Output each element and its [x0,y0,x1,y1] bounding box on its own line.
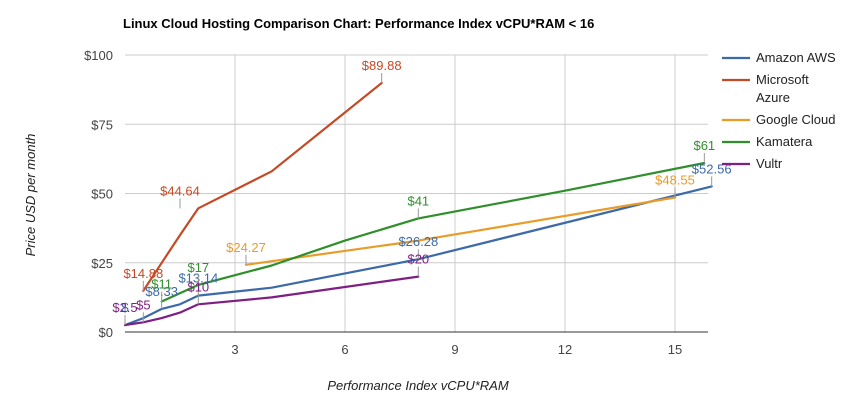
series-line-microsoft-azure [142,81,383,292]
data-labels: $$8.33$13.14$26.28$52.56$14.88$44.64$89.… [112,58,732,326]
y-tick-label: $50 [91,187,113,202]
legend-label: Amazon AWS [756,50,836,65]
data-label: $17 [187,260,209,275]
x-tick-label: 6 [341,342,348,357]
data-label: $52.56 [692,161,732,176]
legend-label: Kamatera [756,134,813,149]
data-label: $20 [407,252,429,267]
data-label: $48.55 [655,173,695,188]
y-tick-label: $100 [84,48,113,63]
x-tick-label: 3 [231,342,238,357]
data-label: $8.33 [145,284,178,299]
data-label: $2.5 [112,300,137,315]
data-label: $10 [187,279,209,294]
data-label: $26.28 [398,234,438,249]
y-axis-title: Price USD per month [23,134,38,257]
grid-lines [125,54,708,333]
x-tick-label: 12 [558,342,572,357]
y-tick-label: $0 [99,325,113,340]
data-label: $61 [693,138,715,153]
x-tick-label: 15 [668,342,682,357]
data-label: $89.88 [362,58,402,73]
data-label: $41 [407,193,429,208]
series-line-kamatera [160,161,706,303]
axes: $0 $25 $50 $75 $100 3 6 9 12 15 [84,48,708,357]
chart-title: Linux Cloud Hosting Comparison Chart: Pe… [123,16,594,31]
x-axis-title: Performance Index vCPU*RAM [327,378,509,393]
series-line-google-cloud [244,196,677,266]
data-label: $5 [136,297,150,312]
data-label: $ [121,300,129,315]
y-tick-label: $75 [91,117,113,132]
legend-label: Vultr [756,156,783,171]
legend: Amazon AWS Microsoft Azure Google Cloud Kama… [722,50,836,171]
legend-label: Microsoft Azure [756,72,809,105]
data-label: $14.88 [123,266,163,281]
legend-label: Google Cloud [756,112,836,127]
y-tick-label: $25 [91,256,113,271]
data-label: $11 [151,277,172,292]
x-tick-label: 9 [451,342,458,357]
data-label: $24.27 [226,240,266,255]
series-line-amazon-aws [123,185,713,327]
data-label: $44.64 [160,183,200,198]
series-lines [123,81,713,327]
